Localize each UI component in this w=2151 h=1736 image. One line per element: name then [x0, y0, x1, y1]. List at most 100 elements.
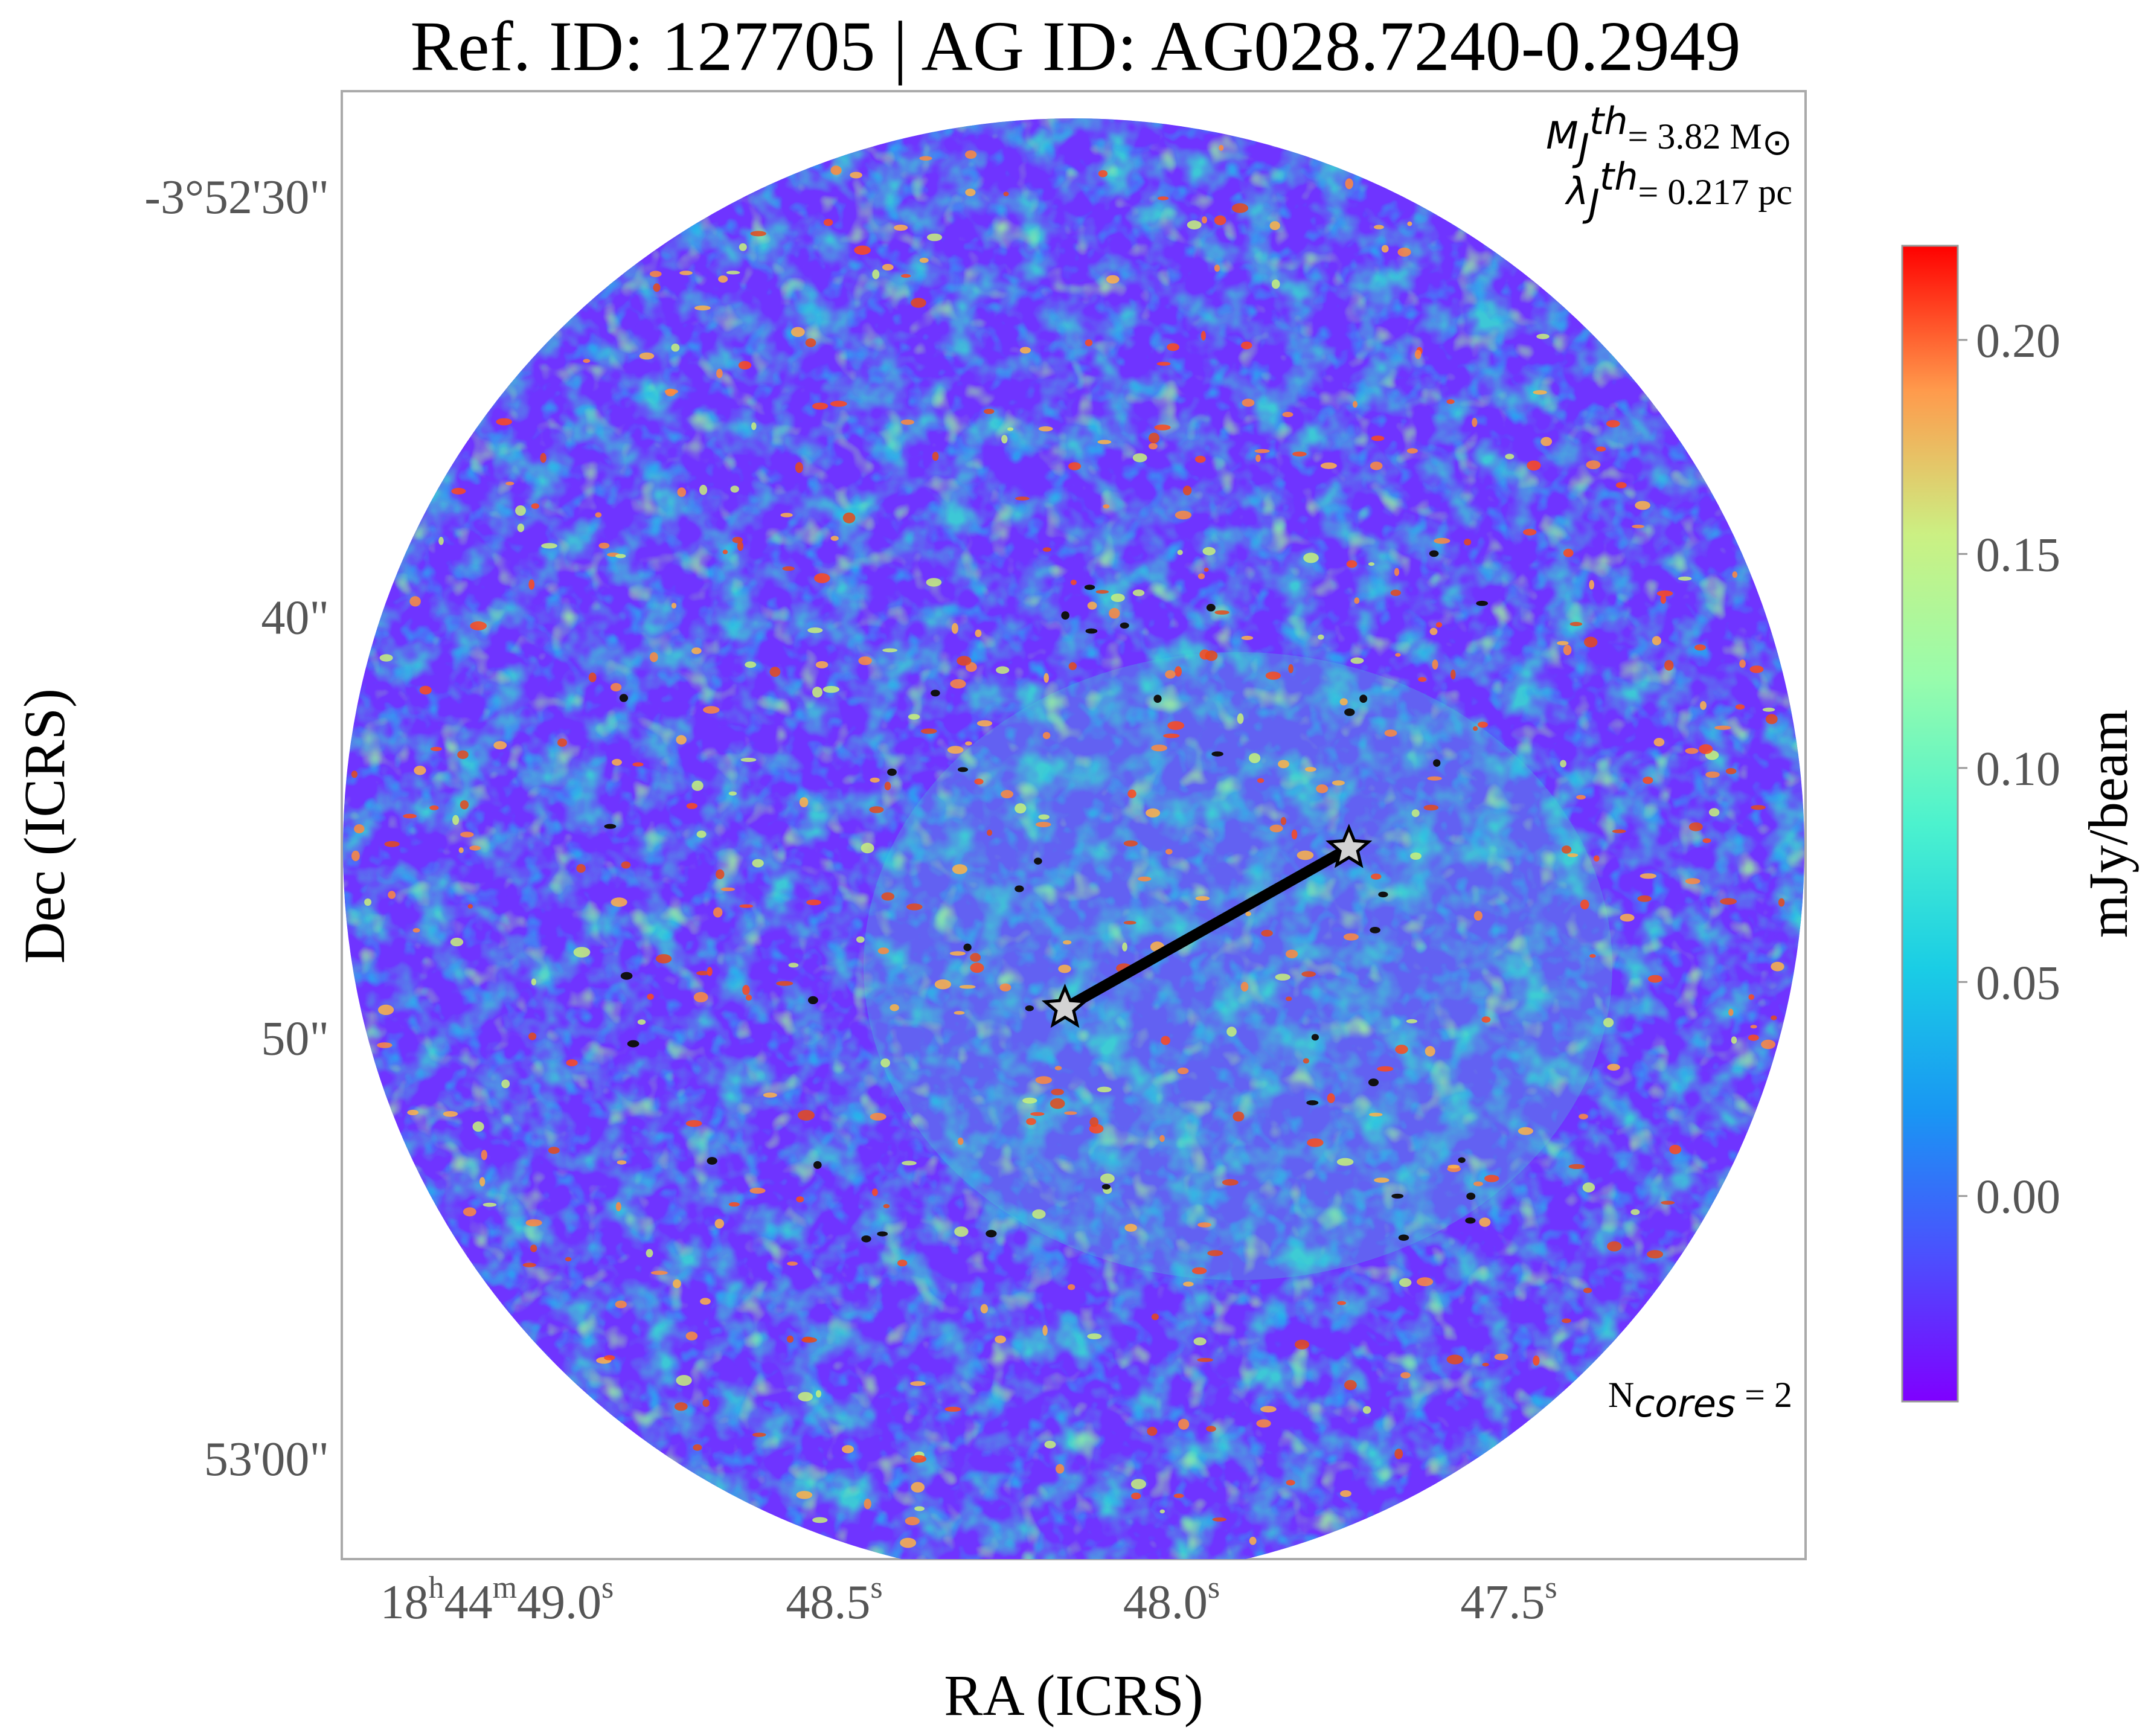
x-tick-label: 48.5s	[786, 1571, 882, 1629]
emission-speckle	[1563, 644, 1572, 656]
emission-speckle	[790, 327, 805, 338]
emission-speckle	[1732, 571, 1738, 578]
emission-speckle	[1586, 460, 1601, 469]
emission-speckle	[806, 899, 821, 906]
emission-speckle	[650, 271, 662, 277]
emission-speckle	[1214, 215, 1226, 225]
emission-peak	[1368, 1078, 1379, 1087]
emission-speckle	[467, 904, 473, 909]
emission-speckle	[926, 578, 942, 587]
emission-speckle	[1127, 789, 1136, 798]
emission-speckle	[702, 1399, 710, 1408]
emission-speckle	[632, 762, 644, 767]
emission-speckle	[1249, 753, 1261, 763]
emission-speckle	[812, 687, 822, 698]
emission-speckle	[763, 1092, 777, 1098]
emission-speckle	[823, 219, 833, 226]
emission-speckle	[674, 1402, 688, 1411]
emission-speckle	[1417, 1277, 1434, 1287]
emission-speckle	[677, 487, 687, 497]
emission-speckle	[1731, 1036, 1737, 1044]
emission-speckle	[984, 409, 995, 414]
emission-speckle	[583, 359, 591, 363]
emission-speckle	[384, 841, 400, 847]
emission-speckle	[932, 452, 939, 461]
emission-speckle	[1286, 949, 1298, 959]
emission-speckle	[611, 897, 627, 907]
emission-speckle	[1589, 954, 1596, 958]
emission-speckle	[1735, 704, 1745, 710]
emission-map	[343, 118, 1804, 1559]
emission-speckle	[409, 596, 421, 607]
emission-speckle	[1374, 1177, 1390, 1183]
emission-speckle	[1295, 1339, 1309, 1350]
emission-speckle	[1699, 744, 1713, 754]
emission-speckle	[1765, 714, 1778, 725]
emission-speckle	[637, 1019, 646, 1025]
emission-speckle	[1562, 1318, 1571, 1324]
emission-speckle	[611, 683, 622, 692]
emission-speckle	[1432, 659, 1438, 670]
emission-speckle	[905, 1516, 920, 1526]
emission-speckle	[751, 422, 757, 431]
emission-speckle	[1425, 1046, 1435, 1057]
emission-speckles	[351, 145, 1785, 1548]
emission-speckle	[1414, 350, 1422, 359]
emission-speckle	[814, 573, 830, 583]
emission-speckle	[699, 484, 708, 495]
emission-speckle	[598, 542, 610, 549]
emission-peak	[1120, 622, 1129, 629]
emission-speckle	[612, 758, 622, 766]
emission-speckle	[351, 850, 360, 862]
y-axis-label: Dec (ICRS)	[12, 688, 77, 964]
emission-peak	[1084, 585, 1095, 591]
emission-speckle	[694, 305, 711, 311]
emission-speckle	[1254, 449, 1270, 453]
emission-speckle	[1161, 1036, 1170, 1045]
emission-speckle	[1087, 601, 1097, 610]
emission-speckle	[515, 505, 526, 516]
emission-peak	[619, 694, 629, 702]
emission-speckle	[1660, 595, 1667, 604]
emission-speckle	[911, 1482, 925, 1493]
emission-speckle	[1653, 738, 1665, 747]
emission-speckle	[1038, 426, 1053, 432]
emission-peak	[1465, 1217, 1476, 1224]
emission-speckle	[1337, 1301, 1347, 1305]
emission-speckle	[1195, 896, 1210, 901]
emission-speckle	[1563, 548, 1574, 557]
emission-speckle	[403, 813, 417, 819]
emission-speckle	[901, 274, 911, 278]
emission-speckle	[856, 936, 865, 943]
emission-speckle	[1536, 333, 1550, 339]
emission-speckle	[1022, 1097, 1037, 1104]
emission-speckle	[1647, 975, 1662, 983]
emission-speckle	[919, 156, 932, 161]
emission-speckle	[1603, 1017, 1614, 1028]
emission-speckle	[1070, 580, 1077, 585]
emission-peak	[1211, 751, 1223, 757]
emission-speckle	[472, 1121, 484, 1132]
emission-speckle	[782, 566, 795, 571]
emission-speckle	[691, 780, 704, 791]
emission-speckle	[1615, 482, 1627, 488]
emission-speckle	[1350, 657, 1364, 664]
emission-speckle	[1371, 435, 1385, 441]
emission-speckle	[1377, 1066, 1394, 1072]
emission-speckle	[1265, 671, 1281, 680]
emission-speckle	[378, 1004, 394, 1015]
emission-speckle	[1576, 795, 1586, 800]
emission-speckle	[1222, 1179, 1239, 1186]
emission-speckle	[1197, 573, 1205, 580]
emission-speckle	[970, 953, 981, 962]
emission-speckle	[693, 991, 708, 1002]
emission-speckle	[722, 549, 728, 554]
emission-speckle	[1219, 145, 1224, 151]
emission-speckle	[954, 1011, 965, 1015]
emission-speckle	[1332, 780, 1345, 786]
emission-speckle	[1132, 589, 1145, 597]
emission-speckle	[1661, 1200, 1675, 1205]
emission-speckle	[1159, 1509, 1165, 1514]
emission-speckle	[1202, 216, 1207, 224]
